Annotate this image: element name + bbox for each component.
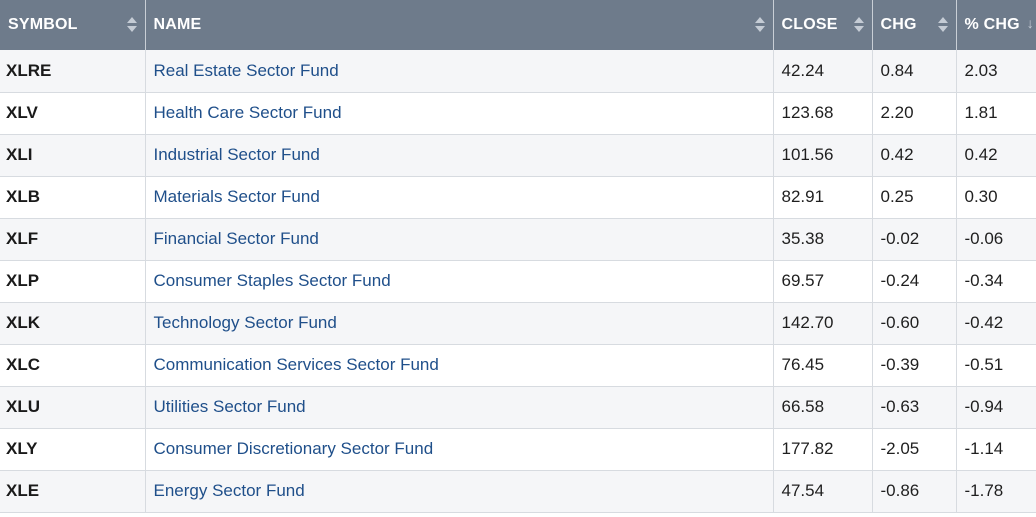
- symbol-cell: XLY: [0, 428, 146, 471]
- chg-cell: 0.25: [872, 176, 957, 219]
- symbol-cell: XLF: [0, 218, 146, 261]
- close-cell: 177.82: [773, 428, 873, 471]
- table-row: XLP Consumer Staples Sector Fund 69.57 -0.2…: [0, 260, 1036, 303]
- fund-name-link[interactable]: Materials Sector Fund: [153, 187, 320, 206]
- name-cell: Consumer Staples Sector Fund: [145, 260, 774, 303]
- sort-toggle-icon[interactable]: [937, 17, 948, 33]
- pct-chg-cell: -0.94: [956, 386, 1036, 429]
- column-header-label: CLOSE: [781, 16, 838, 33]
- close-cell: 47.54: [773, 470, 873, 513]
- symbol-cell: XLK: [0, 302, 146, 345]
- pct-chg-cell: 0.42: [956, 134, 1036, 177]
- table-row: XLC Communication Services Sector Fund 76.…: [0, 344, 1036, 387]
- chg-cell: -0.86: [872, 470, 957, 513]
- pct-chg-cell: -0.51: [956, 344, 1036, 387]
- fund-name-link[interactable]: Health Care Sector Fund: [153, 103, 342, 122]
- table-row: XLI Industrial Sector Fund 101.56 0.42 0.42: [0, 134, 1036, 177]
- column-header-symbol[interactable]: SYMBOL: [0, 0, 146, 50]
- column-header-label: % CHG: [964, 16, 1020, 33]
- name-cell: Health Care Sector Fund: [145, 92, 774, 135]
- symbol-cell: XLU: [0, 386, 146, 429]
- name-cell: Industrial Sector Fund: [145, 134, 774, 177]
- sort-toggle-icon[interactable]: [853, 17, 864, 33]
- fund-name-link[interactable]: Utilities Sector Fund: [153, 397, 306, 416]
- pct-chg-cell: -1.78: [956, 470, 1036, 513]
- sort-toggle-icon[interactable]: [126, 17, 137, 33]
- chg-cell: -0.02: [872, 218, 957, 261]
- chg-cell: 0.42: [872, 134, 957, 177]
- fund-name-link[interactable]: Energy Sector Fund: [153, 481, 305, 500]
- chg-cell: 2.20: [872, 92, 957, 135]
- fund-name-link[interactable]: Financial Sector Fund: [153, 229, 319, 248]
- column-header-label: SYMBOL: [8, 16, 78, 33]
- close-cell: 82.91: [773, 176, 873, 219]
- column-header-pct-chg[interactable]: % CHG ↓: [956, 0, 1036, 50]
- pct-chg-cell: 1.81: [956, 92, 1036, 135]
- close-cell: 123.68: [773, 92, 873, 135]
- close-cell: 35.38: [773, 218, 873, 261]
- fund-name-link[interactable]: Real Estate Sector Fund: [153, 60, 339, 80]
- fund-name-link[interactable]: Industrial Sector Fund: [153, 145, 320, 164]
- name-cell: Real Estate Sector Fund: [145, 50, 774, 93]
- table-row: XLE Energy Sector Fund 47.54 -0.86 -1.78: [0, 470, 1036, 513]
- chg-cell: -0.24: [872, 260, 957, 303]
- name-cell: Financial Sector Fund: [145, 218, 774, 261]
- close-cell: 76.45: [773, 344, 873, 387]
- sort-descending-icon[interactable]: ↓: [1026, 15, 1034, 31]
- table-header: SYMBOL NAME CLOSE CHG % CHG ↓: [0, 0, 1036, 50]
- name-cell: Materials Sector Fund: [145, 176, 774, 219]
- symbol-cell: XLC: [0, 344, 146, 387]
- pct-chg-cell: -0.34: [956, 260, 1036, 303]
- table-row: XLV Health Care Sector Fund 123.68 2.20 1.81: [0, 92, 1036, 135]
- close-cell: 142.70: [773, 302, 873, 345]
- table-row: XLRE Real Estate Sector Fund 42.24 0.84 2.03: [0, 50, 1036, 93]
- name-cell: Consumer Discretionary Sector Fund: [145, 428, 774, 471]
- name-cell: Communication Services Sector Fund: [145, 344, 774, 387]
- sort-toggle-icon[interactable]: [754, 17, 765, 33]
- pct-chg-cell: 0.30: [956, 176, 1036, 219]
- close-cell: 42.24: [773, 50, 873, 93]
- table-row: XLU Utilities Sector Fund 66.58 -0.63 -0.94: [0, 386, 1036, 429]
- column-header-close[interactable]: CLOSE: [773, 0, 873, 50]
- close-cell: 66.58: [773, 386, 873, 429]
- symbol-cell: XLV: [0, 92, 146, 135]
- name-cell: Utilities Sector Fund: [145, 386, 774, 429]
- name-cell: Energy Sector Fund: [145, 470, 774, 513]
- chg-cell: 0.84: [872, 50, 957, 93]
- fund-name-link[interactable]: Technology Sector Fund: [153, 313, 337, 332]
- close-cell: 101.56: [773, 134, 873, 177]
- symbol-cell: XLI: [0, 134, 146, 177]
- symbol-cell: XLE: [0, 470, 146, 513]
- table-row: XLF Financial Sector Fund 35.38 -0.02 -0.06: [0, 218, 1036, 261]
- header-row: SYMBOL NAME CLOSE CHG % CHG ↓: [0, 0, 1036, 50]
- pct-chg-cell: 2.03: [956, 50, 1036, 93]
- column-header-name[interactable]: NAME: [145, 0, 774, 50]
- table-row: XLB Materials Sector Fund 82.91 0.25 0.30: [0, 176, 1036, 219]
- column-header-chg[interactable]: CHG: [872, 0, 957, 50]
- fund-name-link[interactable]: Consumer Staples Sector Fund: [153, 271, 391, 290]
- table-row: XLK Technology Sector Fund 142.70 -0.60 -0.4…: [0, 302, 1036, 345]
- fund-name-link[interactable]: Consumer Discretionary Sector Fund: [153, 439, 434, 458]
- pct-chg-cell: -1.14: [956, 428, 1036, 471]
- symbol-cell: XLP: [0, 260, 146, 303]
- table-body: XLRE Real Estate Sector Fund 42.24 0.84 2.03…: [0, 50, 1036, 513]
- column-header-label: NAME: [153, 16, 202, 33]
- table-row: XLY Consumer Discretionary Sector Fund 177…: [0, 428, 1036, 471]
- close-cell: 69.57: [773, 260, 873, 303]
- chg-cell: -0.39: [872, 344, 957, 387]
- fund-name-link[interactable]: Communication Services Sector Fund: [153, 355, 439, 374]
- chg-cell: -0.60: [872, 302, 957, 345]
- symbol-cell: XLRE: [0, 50, 146, 93]
- symbol-cell: XLB: [0, 176, 146, 219]
- chg-cell: -2.05: [872, 428, 957, 471]
- column-header-label: CHG: [880, 16, 917, 33]
- name-cell: Technology Sector Fund: [145, 302, 774, 345]
- pct-chg-cell: -0.06: [956, 218, 1036, 261]
- chg-cell: -0.63: [872, 386, 957, 429]
- pct-chg-cell: -0.42: [956, 302, 1036, 345]
